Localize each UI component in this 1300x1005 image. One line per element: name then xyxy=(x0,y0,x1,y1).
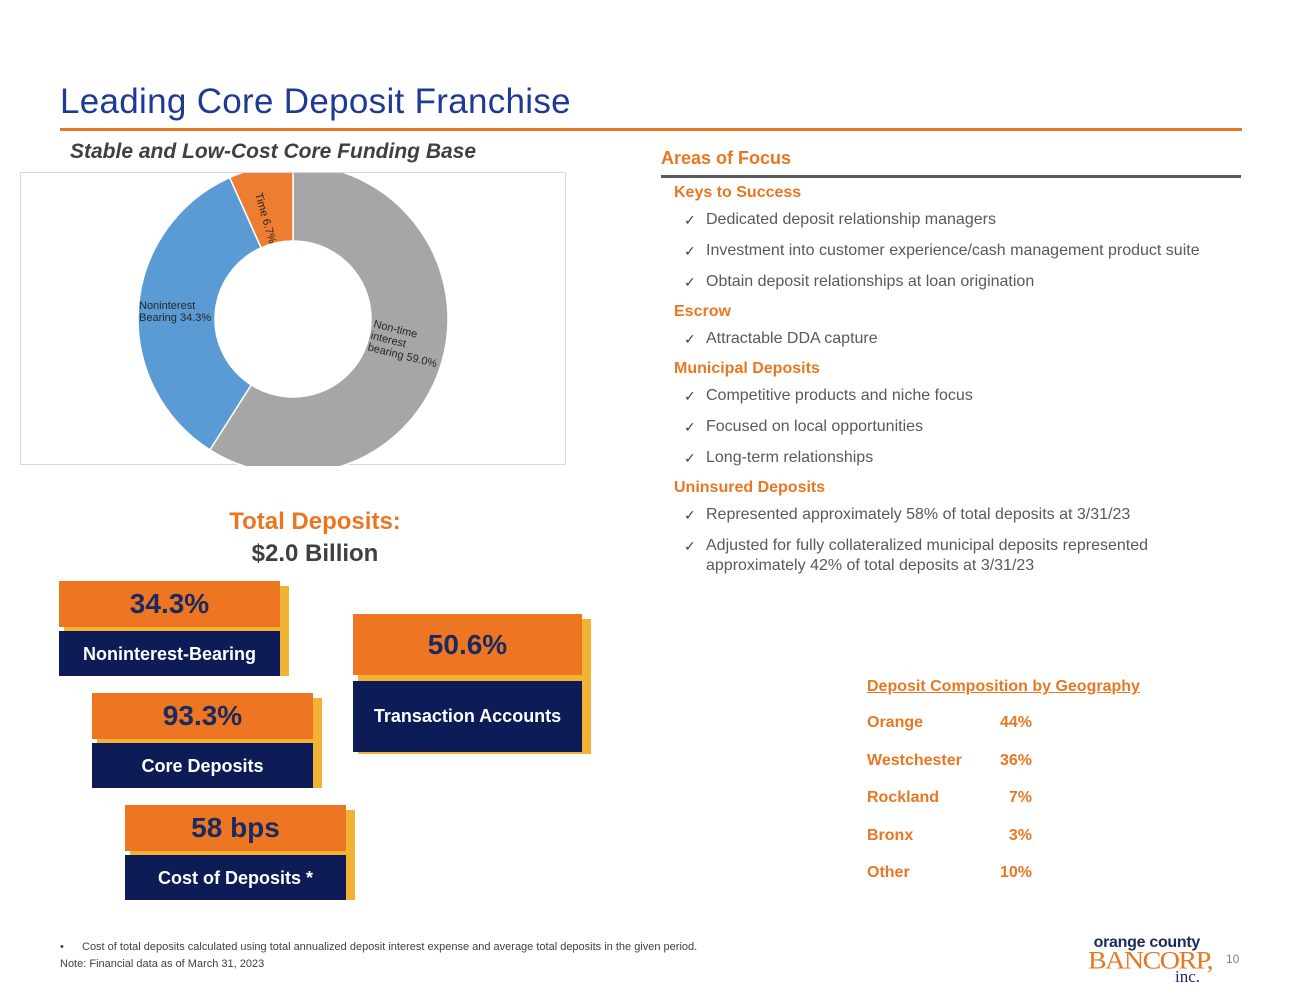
chart-subtitle: Stable and Low-Cost Core Funding Base xyxy=(70,140,477,163)
slice-non-time-interest-bearing xyxy=(208,173,449,466)
total-deposits-value: $2.0 Billion xyxy=(251,540,379,567)
check-icon: ✓ xyxy=(684,243,696,259)
check-icon: ✓ xyxy=(684,419,696,435)
company-logo: orange county BANCORP, inc. xyxy=(1082,934,1214,989)
check-icon: ✓ xyxy=(684,450,696,466)
stat-value: 34.3% xyxy=(59,581,280,627)
stat-label: Noninterest-Bearing xyxy=(59,631,280,676)
check-icon: ✓ xyxy=(684,388,696,404)
list-item-text: Adjusted for fully collateralized munici… xyxy=(706,537,1149,574)
geo-name: Westchester xyxy=(867,751,962,769)
stat-card-core-deposits: 93.3% Core Deposits xyxy=(92,693,322,789)
donut-chart-svg: Non-timeinterestbearing 59.0%Noninterest… xyxy=(137,173,449,466)
geo-name: Rockland xyxy=(867,789,940,806)
logo-line3: inc. xyxy=(1174,967,1200,986)
list-item: ✓ Long-term relationships xyxy=(674,448,1240,468)
list-item: ✓ Competitive products and niche focus xyxy=(674,386,1240,406)
table-row: Bronx 3% xyxy=(867,827,1032,865)
table-row: Westchester 36% xyxy=(867,752,1032,790)
stat-value: 58 bps xyxy=(125,805,346,851)
stat-value: 93.3% xyxy=(92,693,313,739)
logo-line1: orange county xyxy=(1093,934,1201,951)
list-item-text: Investment into customer experience/cash… xyxy=(706,242,1200,259)
areas-of-focus-list: Keys to Success ✓ Dedicated deposit relat… xyxy=(674,184,1240,587)
geo-name: Orange xyxy=(867,714,924,731)
stat-label: Transaction Accounts xyxy=(353,681,582,752)
table-row: Other 10% xyxy=(867,864,1032,902)
footnote: • Cost of total deposits calculated using… xyxy=(60,941,697,953)
slice-noninterest-bearing xyxy=(137,176,263,451)
list-item-text: Competitive products and niche focus xyxy=(706,387,973,404)
stat-card-cost-of-deposits: 58 bps Cost of Deposits * xyxy=(125,805,355,901)
geography-composition: Deposit Composition by Geography Orange 4… xyxy=(867,678,1140,902)
table-row: Orange 44% xyxy=(867,714,1032,752)
stat-label: Cost of Deposits * xyxy=(125,855,346,900)
areas-divider xyxy=(661,175,1241,178)
list-item: ✓ Attractable DDA capture xyxy=(674,329,1240,349)
stat-card-transaction-accounts: 50.6% Transaction Accounts xyxy=(353,614,591,756)
logo-line2: BANCORP, xyxy=(1088,947,1214,975)
areas-of-focus-title: Areas of Focus xyxy=(661,148,792,168)
table-row: Rockland 7% xyxy=(867,789,1032,827)
geo-name: Bronx xyxy=(867,826,914,844)
stat-card-noninterest-bearing: 34.3% Noninterest-Bearing xyxy=(59,581,289,677)
section-heading: Uninsured Deposits xyxy=(674,479,826,496)
slice-label-noninterest-bearing: Noninterest Bearing 34.3% xyxy=(139,300,211,324)
stat-label: Core Deposits xyxy=(92,743,313,788)
list-item: ✓ Adjusted for fully collateralized munic… xyxy=(674,536,1240,576)
page-number: 10 xyxy=(1226,952,1240,966)
geo-pct: 3% xyxy=(1008,826,1032,844)
geo-pct: 7% xyxy=(1008,789,1032,806)
list-item-text: Attractable DDA capture xyxy=(706,330,878,347)
geography-title: Deposit Composition by Geography xyxy=(867,678,1140,695)
section-heading: Keys to Success xyxy=(674,184,802,201)
check-icon: ✓ xyxy=(684,331,696,347)
page-title: Leading Core Deposit Franchise xyxy=(60,82,571,121)
list-item: ✓ Obtain deposit relationships at loan or… xyxy=(674,272,1240,292)
total-deposits-label: Total Deposits: xyxy=(229,508,401,535)
check-icon: ✓ xyxy=(684,507,696,523)
check-icon: ✓ xyxy=(684,274,696,290)
slice-time xyxy=(228,173,294,249)
footnote-bullet: • xyxy=(60,941,64,953)
section-heading: Escrow xyxy=(674,303,731,320)
list-item-text: Long-term relationships xyxy=(706,449,874,466)
geo-pct: 44% xyxy=(999,714,1032,731)
geo-name: Other xyxy=(867,864,910,881)
footnote-text: Cost of total deposits calculated using … xyxy=(82,941,698,953)
list-item: ✓ Investment into customer experience/cas… xyxy=(674,241,1240,261)
geo-pct: 36% xyxy=(999,751,1032,769)
list-item-text: Represented approximately 58% of total d… xyxy=(706,506,1131,523)
deposit-mix-chart: Non-timeinterestbearing 59.0% Noninterest… xyxy=(20,172,566,466)
list-item: ✓ Represented approximately 58% of total … xyxy=(674,505,1240,525)
list-item-text: Focused on local opportunities xyxy=(706,418,924,435)
stat-value: 50.6% xyxy=(353,614,582,675)
title-divider xyxy=(60,128,1242,131)
list-item: ✓ Focused on local opportunities xyxy=(674,417,1240,437)
list-item-text: Obtain deposit relationships at loan ori… xyxy=(706,273,1035,290)
geo-pct: 10% xyxy=(999,864,1032,881)
list-item-text: Dedicated deposit relationship managers xyxy=(706,211,996,228)
section-heading: Municipal Deposits xyxy=(674,360,820,377)
geography-table: Orange 44% Westchester 36% Rockland 7% Bron… xyxy=(867,714,1032,902)
list-item: ✓ Dedicated deposit relationship managers xyxy=(674,210,1240,230)
check-icon: ✓ xyxy=(684,538,696,554)
data-note: Note: Financial data as of March 31, 202… xyxy=(60,958,265,970)
check-icon: ✓ xyxy=(684,212,696,228)
